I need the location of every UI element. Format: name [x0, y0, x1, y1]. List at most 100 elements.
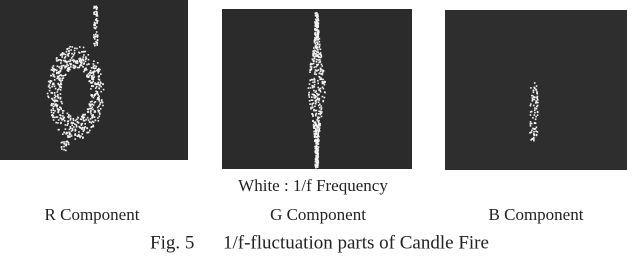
speckle [530, 132, 532, 134]
speckle [316, 19, 318, 21]
speckle [60, 108, 62, 110]
speckle [97, 83, 99, 85]
speckle [96, 44, 98, 46]
speckle [89, 121, 91, 123]
speckle [83, 47, 85, 49]
speckle [530, 87, 532, 89]
speckle [534, 82, 536, 84]
speckle [317, 134, 319, 136]
speckle [315, 160, 317, 162]
speckle [316, 41, 318, 43]
panel-label: R Component [45, 205, 140, 224]
speckle [314, 133, 316, 135]
speckle [97, 99, 99, 101]
speckle [97, 93, 99, 95]
speckle [84, 68, 86, 70]
speckle [533, 92, 535, 94]
speckle [321, 65, 323, 67]
speckle [318, 30, 320, 32]
speckle [95, 91, 97, 93]
speckle [88, 109, 90, 111]
speckle [316, 146, 318, 148]
speckle [51, 103, 53, 105]
speckle [311, 96, 313, 98]
speckle [67, 124, 69, 126]
speckle [63, 149, 65, 151]
speckle [80, 135, 82, 137]
speckle [324, 91, 326, 93]
speckle [62, 112, 64, 114]
speckle [318, 146, 320, 148]
speckle [96, 15, 98, 17]
speckle [50, 75, 52, 77]
speckle [76, 48, 78, 50]
speckle [317, 83, 319, 85]
speckle [70, 118, 72, 120]
speckle [316, 155, 318, 157]
speckle [98, 97, 100, 99]
speckle [316, 119, 318, 121]
speckle [537, 131, 539, 133]
speckle [317, 51, 319, 53]
speckle [85, 61, 87, 63]
speckle [314, 106, 316, 108]
speckle [57, 91, 59, 93]
speckle [95, 41, 97, 43]
speckle [312, 82, 314, 84]
speckle [71, 60, 73, 62]
speckle [534, 128, 536, 130]
speckle [61, 75, 63, 77]
speckle [535, 116, 537, 118]
speckle [65, 150, 67, 152]
speckle [316, 56, 318, 58]
speckle [86, 75, 88, 77]
speckle [532, 100, 534, 102]
speckle [51, 112, 53, 114]
speckle [87, 117, 89, 119]
speckle [63, 60, 65, 62]
speckle [322, 96, 324, 98]
speckle [67, 113, 69, 115]
speckle [65, 74, 67, 76]
speckle [318, 69, 320, 71]
speckle [71, 135, 73, 137]
speckle [86, 69, 88, 71]
speckle [53, 106, 55, 108]
speckle [536, 135, 538, 137]
speckle [535, 100, 537, 102]
speckle [313, 110, 315, 112]
speckle [314, 84, 316, 86]
speckle [317, 117, 319, 119]
speckle [96, 31, 98, 33]
speckle [61, 53, 63, 55]
speckle [315, 50, 317, 52]
speckle [99, 104, 101, 106]
speckle [83, 71, 85, 73]
speckle [86, 132, 88, 134]
speckle [92, 80, 94, 82]
speckle [319, 107, 321, 109]
speckle [98, 75, 100, 77]
speckle [67, 48, 69, 50]
speckle [78, 58, 80, 60]
speckle [61, 148, 63, 150]
speckle [76, 125, 78, 127]
speckle [94, 6, 96, 8]
speckle [534, 114, 536, 116]
speckle [61, 68, 63, 70]
speckle [88, 59, 90, 61]
speckle [58, 119, 60, 121]
speckle [537, 112, 539, 114]
speckle [65, 54, 67, 56]
speckle [89, 130, 91, 132]
speckle [82, 59, 84, 61]
speckle [317, 26, 319, 28]
speckle [80, 58, 82, 60]
speckle [310, 87, 312, 89]
figure: White : 1/f Frequency R Component G Comp… [0, 0, 636, 262]
speckle [316, 32, 318, 34]
speckle [89, 105, 91, 107]
speckle [75, 66, 77, 68]
speckle [61, 56, 63, 58]
speckle [86, 58, 88, 60]
